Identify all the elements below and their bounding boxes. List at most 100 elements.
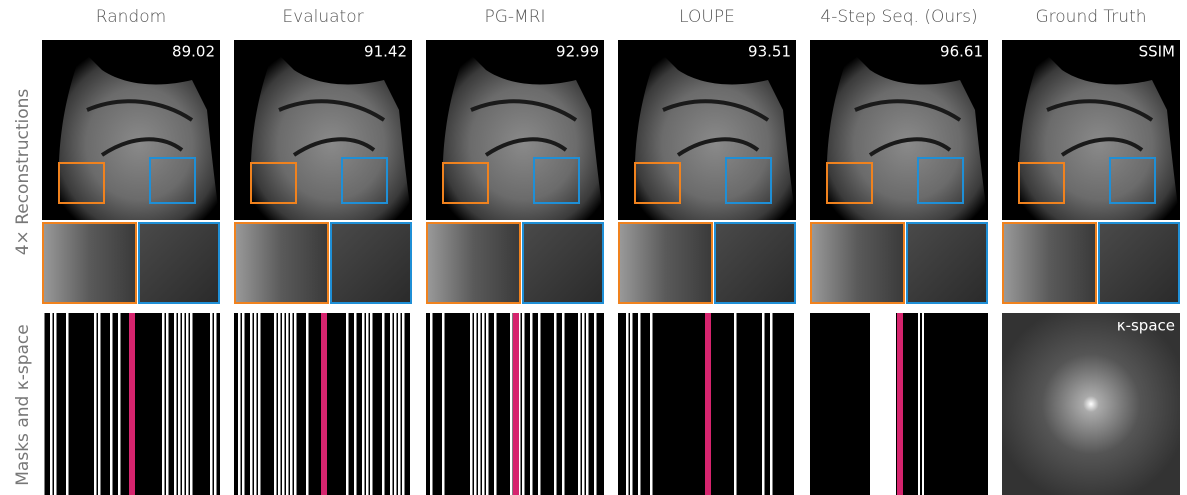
- kspace-image: [1002, 313, 1180, 495]
- page: 4× Reconstructions Masks and κ-space Ran…: [0, 0, 1187, 495]
- zoom-crop-orange: [811, 223, 904, 303]
- mask-line: [98, 313, 101, 495]
- column-title: Random: [96, 7, 166, 27]
- mask-line: [118, 313, 121, 495]
- mask-line: [382, 313, 385, 495]
- mask-line: [258, 313, 261, 495]
- mask-line: [254, 313, 257, 495]
- mask-line: [54, 313, 57, 495]
- ssim-score: 96.61: [940, 43, 983, 61]
- mask-line: [578, 313, 581, 495]
- mask-line: [66, 313, 69, 495]
- mask-line: [478, 313, 481, 495]
- mask-line: [410, 313, 413, 495]
- column-title: Ground Truth: [1035, 7, 1146, 27]
- mask-line: [286, 313, 289, 495]
- mask-line: [918, 313, 920, 495]
- zoom-crop-blue: [715, 223, 795, 303]
- mask-line: [486, 313, 489, 495]
- mask-line: [494, 313, 497, 495]
- mask-line: [250, 313, 253, 495]
- mask-line: [530, 313, 533, 495]
- mask-line: [178, 313, 181, 495]
- mask-line: [238, 313, 241, 495]
- mask-line: [110, 313, 113, 495]
- mask-line: [650, 313, 653, 495]
- mask-line: [562, 313, 565, 495]
- mask-line: [366, 313, 369, 495]
- mask-line: [42, 313, 45, 495]
- mask-line: [274, 313, 277, 495]
- mask-line: [354, 313, 357, 495]
- mask-line: [630, 313, 633, 495]
- zoom-crop-blue: [331, 223, 411, 303]
- mask-line: [346, 313, 349, 495]
- mask-line: [182, 313, 185, 495]
- mask-line: [638, 313, 641, 495]
- mask-line: [190, 313, 193, 495]
- ssim-score: 91.42: [364, 43, 407, 61]
- mask-line: [278, 313, 281, 495]
- mask-line: [734, 313, 737, 495]
- mask-line: [594, 313, 597, 495]
- column-title: PG-MRI: [484, 7, 545, 27]
- center-line: [129, 313, 135, 495]
- ssim-score: 92.99: [556, 43, 599, 61]
- ssim-score: 89.02: [172, 43, 215, 61]
- figure: 4× Reconstructions Masks and κ-space Ran…: [0, 0, 1187, 495]
- mask-line: [282, 313, 285, 495]
- mask-line: [402, 313, 405, 495]
- center-line: [321, 313, 327, 495]
- mask-line: [870, 313, 896, 495]
- mask-line: [306, 313, 309, 495]
- mask-line: [538, 313, 541, 495]
- mask-line: [510, 313, 513, 495]
- mask-line: [554, 313, 557, 495]
- ssim-score: SSIM: [1139, 43, 1175, 61]
- mask-line: [214, 313, 217, 495]
- mask-line: [166, 313, 169, 495]
- mask-line: [162, 313, 165, 495]
- zoom-crop-blue: [907, 223, 987, 303]
- zoom-crop-orange: [1003, 223, 1096, 303]
- mask-line: [522, 313, 525, 495]
- mask-line: [626, 313, 629, 495]
- mask-line: [390, 313, 393, 495]
- mask-line: [474, 313, 477, 495]
- mask-line: [50, 313, 53, 495]
- mask-line: [294, 313, 297, 495]
- mask-line: [770, 313, 773, 495]
- zoom-crop-blue: [139, 223, 219, 303]
- mask-line: [794, 313, 797, 495]
- mask-line: [94, 313, 97, 495]
- mask-line: [762, 313, 765, 495]
- mask-line: [290, 313, 293, 495]
- mask-line: [394, 313, 397, 495]
- mask-line: [398, 313, 401, 495]
- zoom-crop-orange: [427, 223, 520, 303]
- zoom-crop-orange: [235, 223, 328, 303]
- kspace-label: κ-space: [1117, 317, 1175, 335]
- mask-line: [186, 313, 189, 495]
- zoom-crop-blue: [523, 223, 603, 303]
- row-label: Masks and κ-space: [13, 324, 33, 485]
- center-line: [897, 313, 903, 495]
- center-line: [513, 313, 519, 495]
- mask-line: [586, 313, 589, 495]
- mask-line: [470, 313, 473, 495]
- column-title: 4-Step Seq. (Ours): [820, 7, 977, 27]
- mask-line: [174, 313, 177, 495]
- row-label: 4× Reconstructions: [13, 89, 33, 256]
- zoom-crop-orange: [619, 223, 712, 303]
- mask-line: [922, 313, 924, 495]
- zoom-crop-orange: [43, 223, 136, 303]
- mask-line: [370, 313, 373, 495]
- zoom-crop-blue: [1099, 223, 1179, 303]
- mask-line: [442, 313, 445, 495]
- mask-line: [482, 313, 485, 495]
- center-line: [705, 313, 711, 495]
- ssim-score: 93.51: [748, 43, 791, 61]
- column-title: Evaluator: [282, 7, 363, 27]
- column-title: LOUPE: [679, 7, 735, 27]
- mask-line: [362, 313, 365, 495]
